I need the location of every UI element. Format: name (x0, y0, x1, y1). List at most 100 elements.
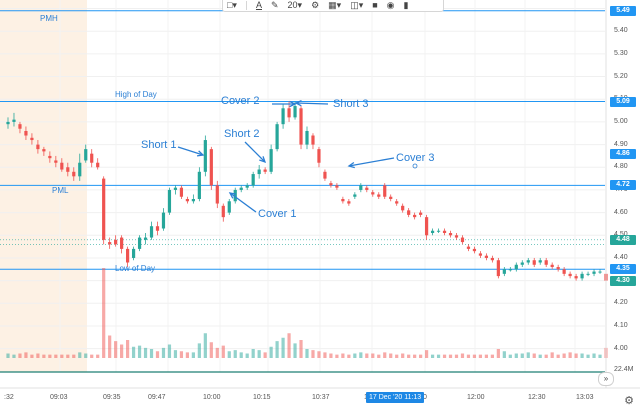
time-tick-label: 09:03 (50, 394, 68, 401)
candle-body (371, 192, 375, 195)
arrow-cover-1-head (228, 192, 237, 199)
price-tag-4.48: 4.48 (610, 234, 636, 245)
annotation-short-1[interactable]: Short 1 (141, 139, 177, 151)
volume-bar (149, 349, 154, 358)
time-tick-label: 10:15 (253, 394, 271, 401)
candle-body (42, 149, 46, 152)
volume-bar (484, 354, 488, 358)
volume-bar (203, 333, 207, 358)
volume-bar (227, 351, 231, 358)
volume-bar (520, 353, 524, 358)
volume-bar (383, 352, 387, 358)
candle-body (347, 201, 351, 204)
candle-body (430, 230, 435, 234)
marker-circle (412, 163, 418, 169)
lock-icon[interactable]: ■ (372, 0, 378, 10)
volume-bar (96, 354, 100, 358)
price-tag-4.72: 4.72 (610, 180, 636, 191)
time-tick-label: 09:47 (148, 394, 166, 401)
annotation-cover-3[interactable]: Cover 3 (396, 152, 435, 164)
volume-bar (401, 353, 405, 358)
volume-bar (502, 351, 506, 358)
volume-bar (436, 354, 441, 358)
arrow-cover-3-head (347, 161, 355, 169)
price-tag-4.30: 4.30 (610, 275, 636, 286)
candle-body (209, 149, 213, 186)
volume-bar (24, 352, 28, 358)
candle-body (72, 171, 76, 177)
candle-body (419, 212, 423, 215)
annotation-cover-2[interactable]: Cover 2 (221, 95, 260, 107)
volume-bar (460, 353, 465, 358)
candle-body (233, 189, 237, 202)
annotation-cover-1[interactable]: Cover 1 (258, 208, 297, 220)
font-size-select[interactable]: 20 ▾ (287, 0, 303, 10)
candle-body (484, 255, 488, 258)
volume-bar (66, 354, 70, 358)
candle-body (353, 194, 357, 197)
candle-body (179, 187, 184, 197)
price-tick-label: 5.20 (614, 72, 628, 80)
volume-bar (239, 352, 243, 358)
pen-icon[interactable]: ✎ (270, 0, 279, 10)
chart-settings-icon[interactable]: ⚙ (624, 395, 634, 407)
text-color-icon[interactable]: A (255, 0, 262, 10)
more-icon[interactable]: ◫▾ (350, 0, 364, 10)
candle-body (108, 242, 112, 245)
volume-bar (532, 353, 536, 358)
template-icon[interactable]: ▦▾ (328, 0, 342, 10)
visibility-icon[interactable]: ◉ (386, 0, 395, 10)
annotation-short-2[interactable]: Short 2 (224, 128, 260, 140)
volume-bar (359, 352, 363, 358)
volume-bar (419, 354, 423, 358)
font-size-value: 20 (287, 0, 298, 10)
volume-bar (30, 354, 34, 358)
candle-body (389, 196, 393, 200)
arrow-short-3 (295, 102, 329, 105)
volume-bar (496, 349, 500, 358)
scroll-to-latest-button[interactable]: » (598, 372, 614, 386)
volume-bar (12, 354, 16, 358)
candle-body (496, 260, 500, 277)
delete-icon[interactable]: ▮ (403, 0, 409, 10)
time-tick-label: 12:00 (467, 394, 485, 401)
settings-icon[interactable]: ⚙ (311, 0, 320, 10)
annotation-short-3[interactable]: Short 3 (333, 98, 369, 110)
candle-body (137, 237, 142, 249)
time-tick-label: 10:00 (203, 394, 221, 401)
time-tick-label: 10:37 (312, 394, 330, 401)
volume-bar (161, 347, 166, 358)
line-tool-icon[interactable]: □▾ (227, 0, 237, 10)
candle-body (365, 187, 369, 190)
candle-body (126, 248, 130, 263)
volume-bar (287, 333, 291, 358)
candle-body (84, 149, 88, 161)
volume-bar (48, 354, 52, 358)
volume-bar (114, 341, 118, 358)
candle-body (568, 273, 572, 277)
candle-body (317, 149, 321, 163)
volume-bar (167, 344, 172, 358)
candle-body (269, 149, 273, 172)
volume-bar (407, 354, 411, 358)
volume-bar (60, 354, 64, 358)
high-of-day-label: High of Day (115, 90, 157, 99)
volume-bar (448, 354, 453, 358)
arrow-cover-2-head (289, 100, 297, 108)
candle-body (263, 169, 267, 172)
candle-body (383, 185, 387, 197)
candle-body (197, 171, 201, 200)
volume-bar (514, 353, 518, 358)
candle-body (407, 210, 411, 215)
volume-bar (425, 350, 429, 358)
candle-body (221, 205, 225, 218)
volume-bar (556, 354, 560, 358)
volume-bar (6, 353, 10, 358)
volume-bar (263, 352, 267, 358)
volume-bar (18, 353, 22, 358)
candle-body (281, 108, 285, 125)
candle-body (114, 239, 118, 245)
time-tick-label: 09:35 (103, 394, 121, 401)
